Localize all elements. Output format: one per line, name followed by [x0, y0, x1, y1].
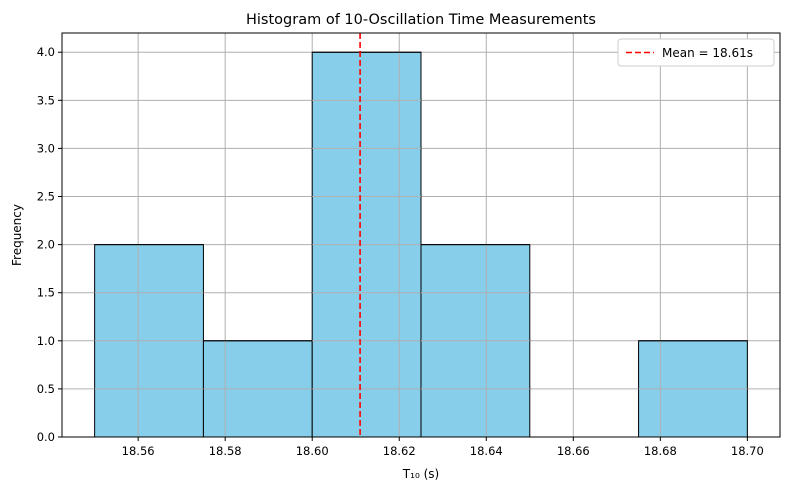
legend: Mean = 18.61s	[617, 38, 775, 67]
x-tick-label: 18.62	[383, 444, 416, 458]
x-tick-label: 18.58	[209, 444, 242, 458]
plot-frame	[61, 32, 781, 438]
x-tick-label: 18.56	[122, 444, 155, 458]
legend-box	[617, 38, 775, 67]
x-tick-label: 18.64	[470, 444, 503, 458]
y-tick-label: 0.0	[37, 430, 55, 444]
y-tick-label: 4.0	[37, 45, 55, 59]
chart-title: Histogram of 10-Oscillation Time Measure…	[246, 12, 596, 28]
bars	[94, 51, 748, 438]
y-tick-label: 2.0	[37, 238, 55, 252]
legend-mean-label: Mean = 18.61s	[662, 46, 753, 60]
y-axis-label: Frequency	[10, 204, 24, 266]
x-tick-label: 18.70	[731, 444, 764, 458]
x-axis-label: T₁₀ (s)	[402, 467, 439, 481]
x-tick-label: 18.66	[557, 444, 590, 458]
y-tick-label: 1.0	[37, 334, 55, 348]
y-tick-label: 3.5	[37, 93, 55, 107]
x-tick-label: 18.68	[644, 444, 677, 458]
y-tick-label: 3.0	[37, 141, 55, 155]
y-tick-label: 2.5	[37, 190, 55, 204]
y-axis-ticks: 0.0 0.5 1.0 1.5 2.0 2.5 3.0 3.5 4.0	[37, 45, 62, 444]
x-tick-label: 18.60	[296, 444, 329, 458]
y-tick-label: 0.5	[37, 382, 55, 396]
x-axis-ticks: 18.56 18.58 18.60 18.62 18.64 18.66 18.68 18.70	[122, 437, 764, 458]
y-tick-label: 1.5	[37, 286, 55, 300]
